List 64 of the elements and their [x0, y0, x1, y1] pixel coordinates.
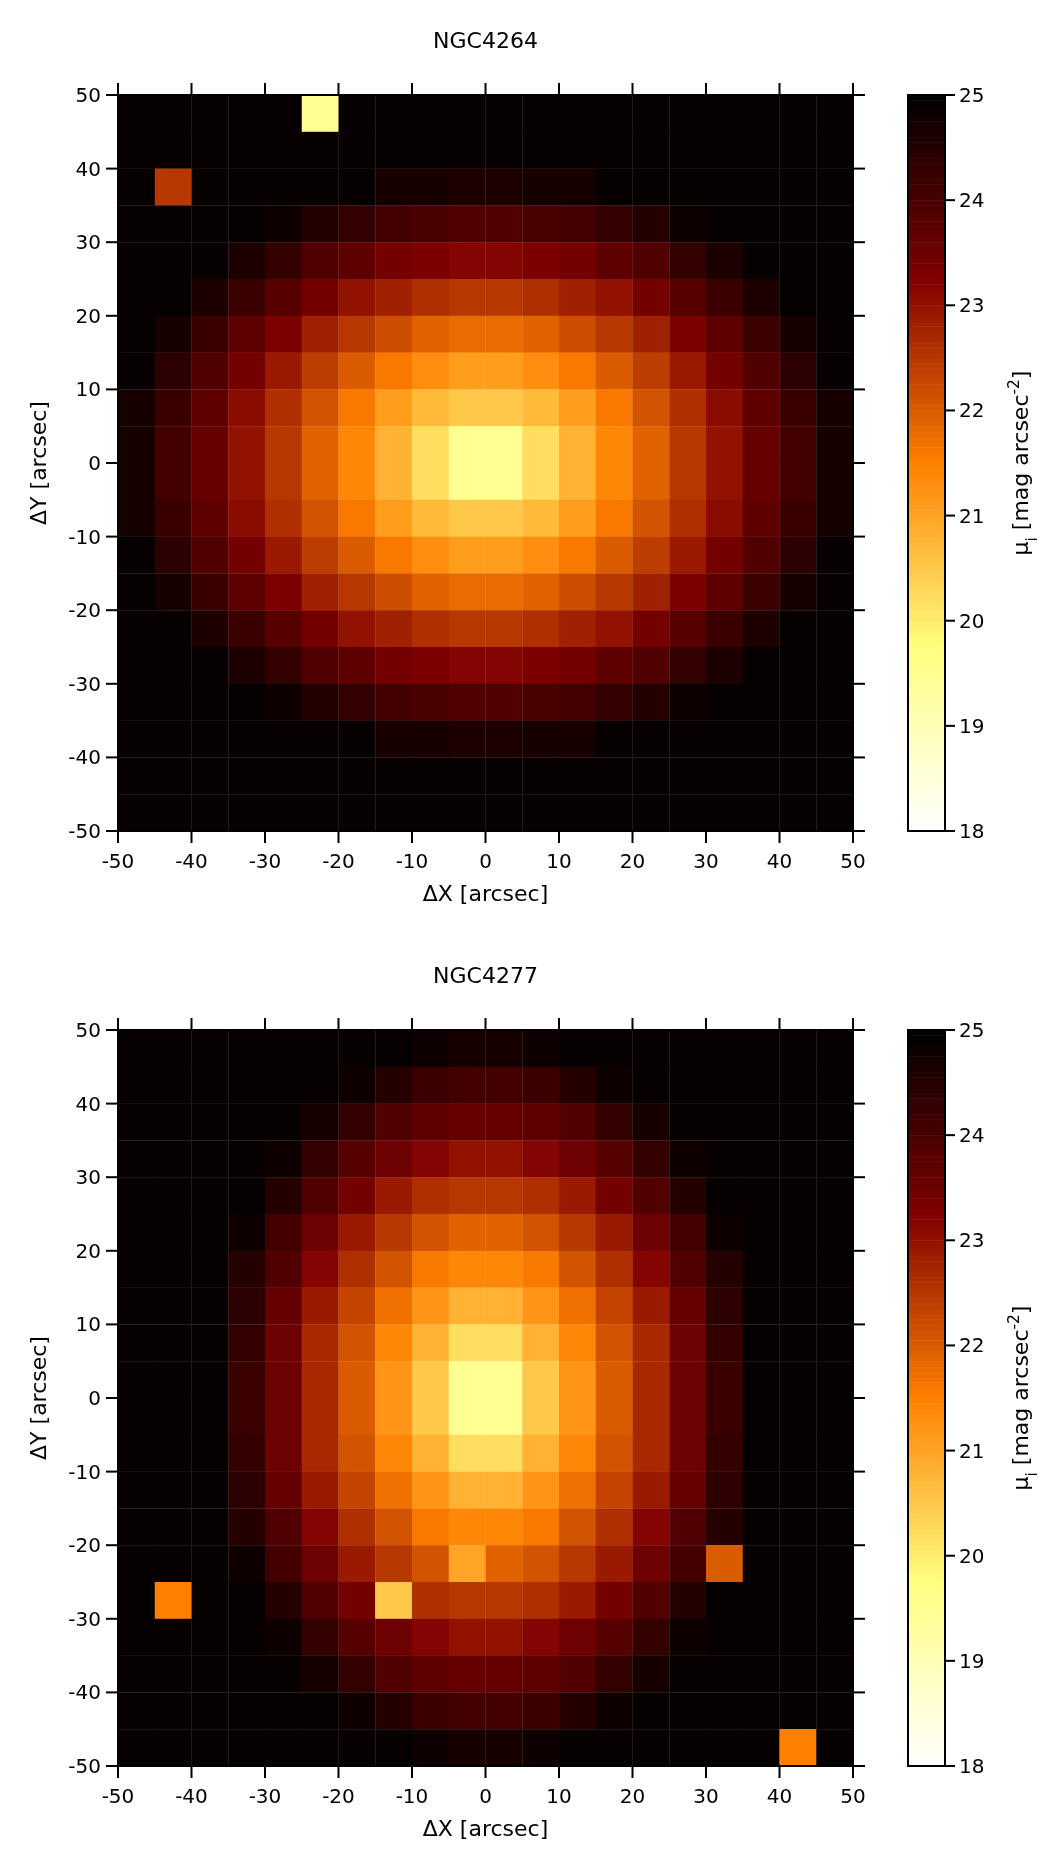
y-tick-label: -20 — [68, 1533, 101, 1558]
color-bar-label: 25 — [959, 83, 985, 107]
x-tick-label: -20 — [322, 1784, 355, 1808]
y-tick-label: 40 — [75, 1091, 101, 1116]
y-tick-label: 50 — [75, 83, 101, 107]
y-tick-label: -40 — [68, 1680, 101, 1705]
color-bar-label: 23 — [959, 293, 985, 318]
color-bar-label: 18 — [959, 1754, 985, 1778]
chart-title: NGC4277 — [433, 963, 538, 988]
y-tick-label: 50 — [75, 1018, 101, 1042]
color-bar-label: 21 — [959, 1438, 985, 1463]
color-bar-label: 19 — [959, 713, 985, 738]
x-tick-label: 50 — [840, 849, 866, 873]
y-tick-label: -40 — [68, 745, 101, 770]
y-tick-label: 20 — [75, 1238, 101, 1263]
x-tick-label: -10 — [395, 1784, 429, 1808]
y-axis-title: ΔY [arcsec] — [26, 1336, 51, 1460]
x-tick-label: 20 — [619, 1784, 646, 1808]
y-tick-label: 10 — [75, 377, 101, 402]
x-tick-label: -30 — [248, 1784, 282, 1808]
y-tick-label: 0 — [88, 1386, 101, 1410]
x-tick-label: -40 — [175, 849, 208, 873]
y-tick-label: 20 — [75, 303, 101, 328]
y-tick-label: 40 — [75, 156, 101, 181]
x-tick-label: 40 — [766, 849, 793, 873]
x-tick-label: 40 — [766, 1784, 793, 1808]
x-tick-label: -40 — [175, 1784, 208, 1808]
y-tick-label: 30 — [75, 230, 101, 255]
y-axis-title: ΔY [arcsec] — [26, 401, 51, 525]
y-tick-label: -30 — [68, 1606, 101, 1631]
color-bar-label: 20 — [959, 1543, 985, 1568]
y-tick-label: -50 — [68, 819, 101, 843]
color-bar-label: 20 — [959, 608, 985, 633]
color-bar-label: 24 — [959, 1123, 985, 1148]
y-tick-label: -10 — [68, 1459, 101, 1484]
x-tick-label: 50 — [840, 1784, 866, 1808]
y-tick-label: 0 — [88, 451, 101, 475]
x-tick-label: 0 — [479, 1784, 492, 1808]
y-tick-label: -10 — [68, 524, 101, 549]
x-axis-title: ΔX [arcsec] — [422, 1816, 549, 1841]
x-tick-label: -20 — [322, 849, 355, 873]
color-bar-label: 21 — [959, 503, 985, 528]
color-bar-label: 18 — [959, 819, 985, 843]
y-tick-label: -20 — [68, 598, 101, 623]
x-tick-label: 10 — [546, 1784, 572, 1808]
color-bar-label: 19 — [959, 1648, 985, 1673]
y-tick-label: 10 — [75, 1312, 101, 1337]
x-tick-label: -10 — [395, 849, 429, 873]
x-tick-label: 0 — [479, 849, 492, 873]
y-tick-label: 30 — [75, 1165, 101, 1190]
x-tick-label: 20 — [619, 849, 646, 873]
color-bar-label: 22 — [959, 398, 985, 423]
x-tick-label: 30 — [693, 849, 719, 873]
x-tick-label: -30 — [248, 849, 282, 873]
color-bar-label: 23 — [959, 1228, 985, 1253]
y-tick-label: -50 — [68, 1754, 101, 1778]
chart-title: NGC4264 — [433, 28, 538, 53]
color-bar-label: 24 — [959, 188, 985, 213]
color-bar-label: 22 — [959, 1333, 985, 1358]
x-tick-label: 10 — [546, 849, 572, 873]
color-bar-label: 25 — [959, 1018, 985, 1042]
y-tick-label: -30 — [68, 671, 101, 696]
x-tick-label: 30 — [693, 1784, 719, 1808]
x-axis-title: ΔX [arcsec] — [422, 881, 549, 906]
